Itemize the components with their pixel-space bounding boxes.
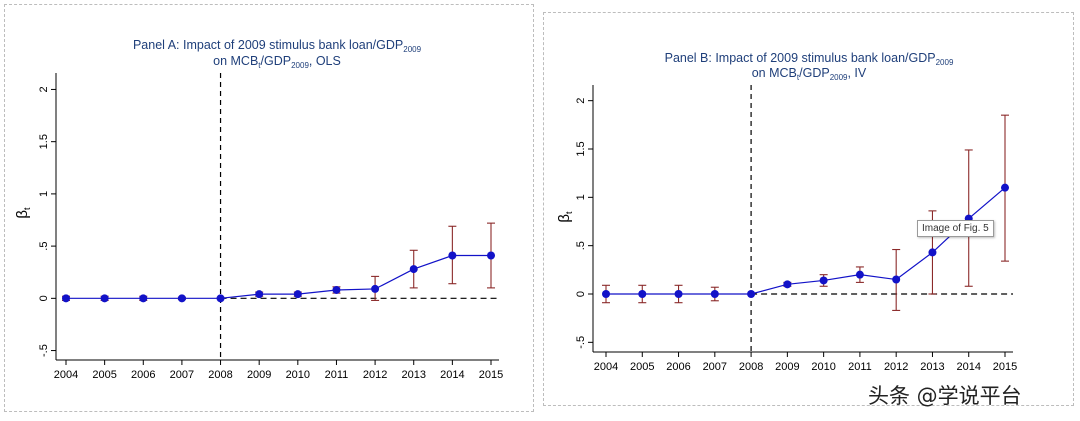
- y-tick-label: 0: [575, 291, 587, 297]
- x-tick-label: 2013: [401, 369, 425, 381]
- y-axis-label: βt: [14, 207, 32, 219]
- figure-tooltip: Image of Fig. 5: [917, 220, 994, 237]
- data-point: [371, 284, 380, 293]
- data-point: [783, 280, 792, 289]
- y-tick-label: 1.5: [38, 134, 50, 149]
- data-point: [332, 285, 341, 294]
- data-point: [638, 290, 647, 298]
- data-point: [487, 251, 495, 260]
- x-tick-label: 2012: [363, 369, 387, 381]
- y-tick-label: 1.5: [575, 141, 587, 156]
- y-tick-label: 1: [575, 194, 587, 200]
- data-point: [293, 290, 302, 299]
- y-tick-label: 2: [575, 98, 587, 104]
- data-point: [62, 294, 70, 303]
- x-tick-label: 2004: [594, 361, 618, 373]
- data-point: [409, 265, 418, 274]
- y-tick-label: .5: [575, 241, 587, 250]
- y-axis-label: βt: [556, 211, 574, 223]
- chart-title-line1: Panel B: Impact of 2009 stimulus bank lo…: [665, 51, 954, 67]
- data-point: [892, 275, 901, 284]
- data-point: [1001, 183, 1009, 192]
- data-point: [100, 294, 109, 303]
- y-tick-label: 1: [38, 191, 50, 197]
- data-point: [602, 290, 610, 298]
- y-tick-label: -.5: [575, 336, 587, 349]
- x-tick-label: 2006: [131, 369, 155, 381]
- chart-title-line1: Panel A: Impact of 2009 stimulus bank lo…: [133, 38, 422, 54]
- data-point: [674, 290, 683, 298]
- x-tick-label: 2009: [247, 369, 271, 381]
- y-tick-label: -.5: [38, 344, 50, 357]
- panel-a: Panel A: Impact of 2009 stimulus bank lo…: [4, 4, 534, 412]
- x-tick-label: 2012: [884, 361, 908, 373]
- chart-title-line2: on MCBt/GDP2009, OLS: [213, 54, 341, 70]
- x-tick-label: 2009: [775, 361, 799, 373]
- x-tick-label: 2011: [848, 361, 872, 373]
- series-line: [606, 187, 1006, 295]
- y-tick-label: 0: [38, 295, 50, 301]
- x-tick-label: 2010: [286, 369, 310, 381]
- panel-a-chart: Panel A: Impact of 2009 stimulus bank lo…: [14, 38, 503, 381]
- data-point: [177, 294, 186, 303]
- x-tick-label: 2014: [440, 369, 464, 381]
- data-point: [855, 270, 864, 279]
- data-point: [819, 276, 828, 285]
- x-tick-label: 2008: [208, 369, 232, 381]
- x-tick-label: 2014: [956, 361, 980, 373]
- x-tick-label: 2010: [811, 361, 835, 373]
- y-tick-label: 2: [38, 86, 50, 92]
- x-tick-label: 2011: [325, 369, 349, 381]
- data-point: [928, 248, 937, 257]
- data-point: [139, 294, 148, 303]
- panel-b: Panel B: Impact of 2009 stimulus bank lo…: [543, 12, 1074, 406]
- x-tick-label: 2004: [54, 369, 78, 381]
- x-tick-label: 2013: [920, 361, 944, 373]
- data-point: [710, 290, 719, 298]
- x-tick-label: 2005: [92, 369, 116, 381]
- data-point: [255, 290, 264, 299]
- data-point: [448, 251, 457, 260]
- x-tick-label: 2008: [739, 361, 763, 373]
- x-tick-label: 2015: [479, 369, 503, 381]
- data-point: [747, 290, 756, 298]
- x-tick-label: 2007: [170, 369, 194, 381]
- y-tick-label: .5: [38, 242, 50, 251]
- x-tick-label: 2005: [630, 361, 654, 373]
- watermark: 头条 @学说平台: [868, 384, 1022, 408]
- series-line: [66, 254, 491, 299]
- data-point: [216, 294, 225, 303]
- x-tick-label: 2015: [993, 361, 1017, 373]
- x-tick-label: 2006: [666, 361, 690, 373]
- x-tick-label: 2007: [703, 361, 727, 373]
- chart-title-line2: on MCBt/GDP2009, IV: [752, 66, 867, 82]
- panel-b-chart: Panel B: Impact of 2009 stimulus bank lo…: [556, 51, 1017, 373]
